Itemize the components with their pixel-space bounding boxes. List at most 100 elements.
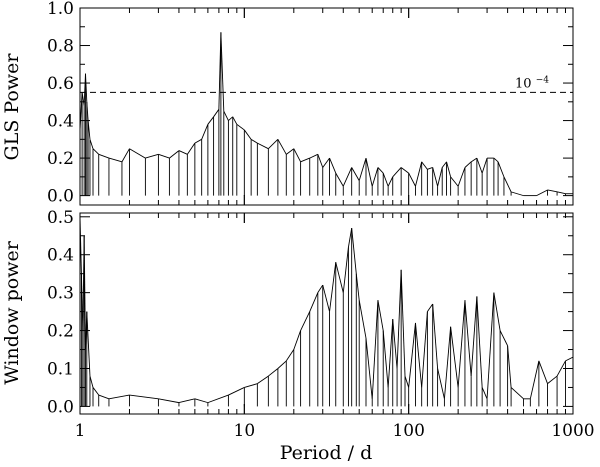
series-segment xyxy=(387,176,394,187)
series-segment xyxy=(392,167,402,178)
series-segment xyxy=(169,150,180,159)
bottom-xlabel: Period / d xyxy=(280,442,373,464)
y-tick-label: 0.8 xyxy=(47,37,74,57)
series-segment xyxy=(503,176,512,193)
y-tick-label: 0.3 xyxy=(47,284,74,304)
bottom-series-layer xyxy=(80,216,573,407)
series-segment xyxy=(457,167,466,187)
series-segment xyxy=(201,124,209,140)
threshold-label: 10 −4 xyxy=(515,75,549,91)
y-tick-label: 0.0 xyxy=(47,397,74,417)
bottom-ylabel: Window power xyxy=(1,240,23,385)
series-segment xyxy=(186,142,196,155)
series-segment xyxy=(464,300,472,377)
bottom-plot-frame xyxy=(79,212,574,415)
series-segment xyxy=(432,167,439,187)
y-tick-label: 0.0 xyxy=(47,187,74,207)
series-segment xyxy=(145,153,159,159)
y-tick-label: 1.0 xyxy=(47,0,74,19)
x-tick-label: 10 xyxy=(234,421,256,441)
series-segment xyxy=(317,154,324,168)
series-segment xyxy=(446,161,452,177)
series-segment xyxy=(427,167,433,170)
bottom-ticks: 0.0 0.1 0.2 0.3 0.4 0.5 1 10 100 1000 xyxy=(47,208,595,441)
series-segment xyxy=(92,387,100,396)
series-segment xyxy=(194,398,209,404)
series-segment xyxy=(317,284,324,293)
x-tick-label: 1 xyxy=(75,421,86,441)
series-segment xyxy=(355,273,360,301)
series-segment xyxy=(351,167,360,181)
series-segment xyxy=(427,303,434,312)
series-segment xyxy=(309,153,319,159)
series-segment xyxy=(382,330,389,388)
series-segment xyxy=(529,360,540,399)
y-tick-label: 0.6 xyxy=(47,74,74,94)
series-segment xyxy=(347,228,353,248)
series-segment xyxy=(408,172,416,187)
series-segment xyxy=(300,311,311,331)
y-tick-label: 0.5 xyxy=(47,208,74,228)
series-segment xyxy=(387,319,394,388)
series-segment xyxy=(286,148,295,155)
series-segment xyxy=(421,161,428,170)
series-segment xyxy=(470,296,478,377)
series-segment xyxy=(98,394,110,400)
series-segment xyxy=(365,158,373,187)
series-segment xyxy=(232,116,238,125)
series-segment xyxy=(510,191,524,197)
series-segment xyxy=(481,387,488,400)
series-segment xyxy=(158,153,170,159)
series-segment xyxy=(293,330,302,350)
series-segment xyxy=(476,157,483,174)
series-segment xyxy=(450,326,459,388)
series-segment xyxy=(342,247,349,293)
series-segment xyxy=(178,150,188,155)
series-line-0 xyxy=(80,216,573,407)
series-segment xyxy=(450,176,459,187)
series-segment xyxy=(207,116,214,125)
series-segment xyxy=(342,167,353,187)
series-segment xyxy=(108,394,130,400)
series-segment xyxy=(244,383,258,388)
threshold-label-exp: −4 xyxy=(536,75,550,85)
series-segment xyxy=(457,300,466,388)
series-segment xyxy=(329,157,337,174)
series-segment xyxy=(499,330,509,346)
series-segment xyxy=(415,322,423,388)
series-segment xyxy=(358,157,367,181)
series-segment xyxy=(408,322,416,388)
series-segment xyxy=(565,356,573,362)
threshold-label-base: 10 xyxy=(515,76,532,91)
y-tick-label: 0.1 xyxy=(47,359,74,379)
series-segment xyxy=(371,300,379,399)
series-segment xyxy=(481,157,488,174)
series-segment xyxy=(497,161,505,178)
series-segment xyxy=(257,375,269,385)
series-segment xyxy=(547,189,558,193)
x-tick-label: 1000 xyxy=(551,421,594,441)
series-segment xyxy=(371,167,379,187)
series-segment xyxy=(121,148,130,163)
top-ticks: 0.0 0.2 0.4 0.6 0.8 1.0 xyxy=(47,0,574,207)
series-segment xyxy=(285,349,295,362)
series-segment xyxy=(538,360,548,384)
top-ylabel: GLS Power xyxy=(1,53,23,161)
series-segment xyxy=(228,387,245,396)
y-tick-label: 0.2 xyxy=(47,149,74,169)
series-segment xyxy=(250,138,258,144)
series-segment xyxy=(493,157,499,163)
series-segment xyxy=(300,157,310,163)
series-segment xyxy=(194,138,202,144)
series-segment xyxy=(277,139,287,155)
series-segment xyxy=(322,284,330,312)
series-segment xyxy=(547,375,558,385)
series-segment xyxy=(377,300,384,331)
top-panel: 10 −4 0.0 0.2 0.4 0.6 0.8 1.0 GLS Power xyxy=(1,0,574,207)
series-segment xyxy=(108,157,123,163)
series-segment xyxy=(443,326,452,399)
series-segment xyxy=(213,109,220,118)
series-segment xyxy=(392,319,398,369)
top-series-layer xyxy=(80,32,573,197)
